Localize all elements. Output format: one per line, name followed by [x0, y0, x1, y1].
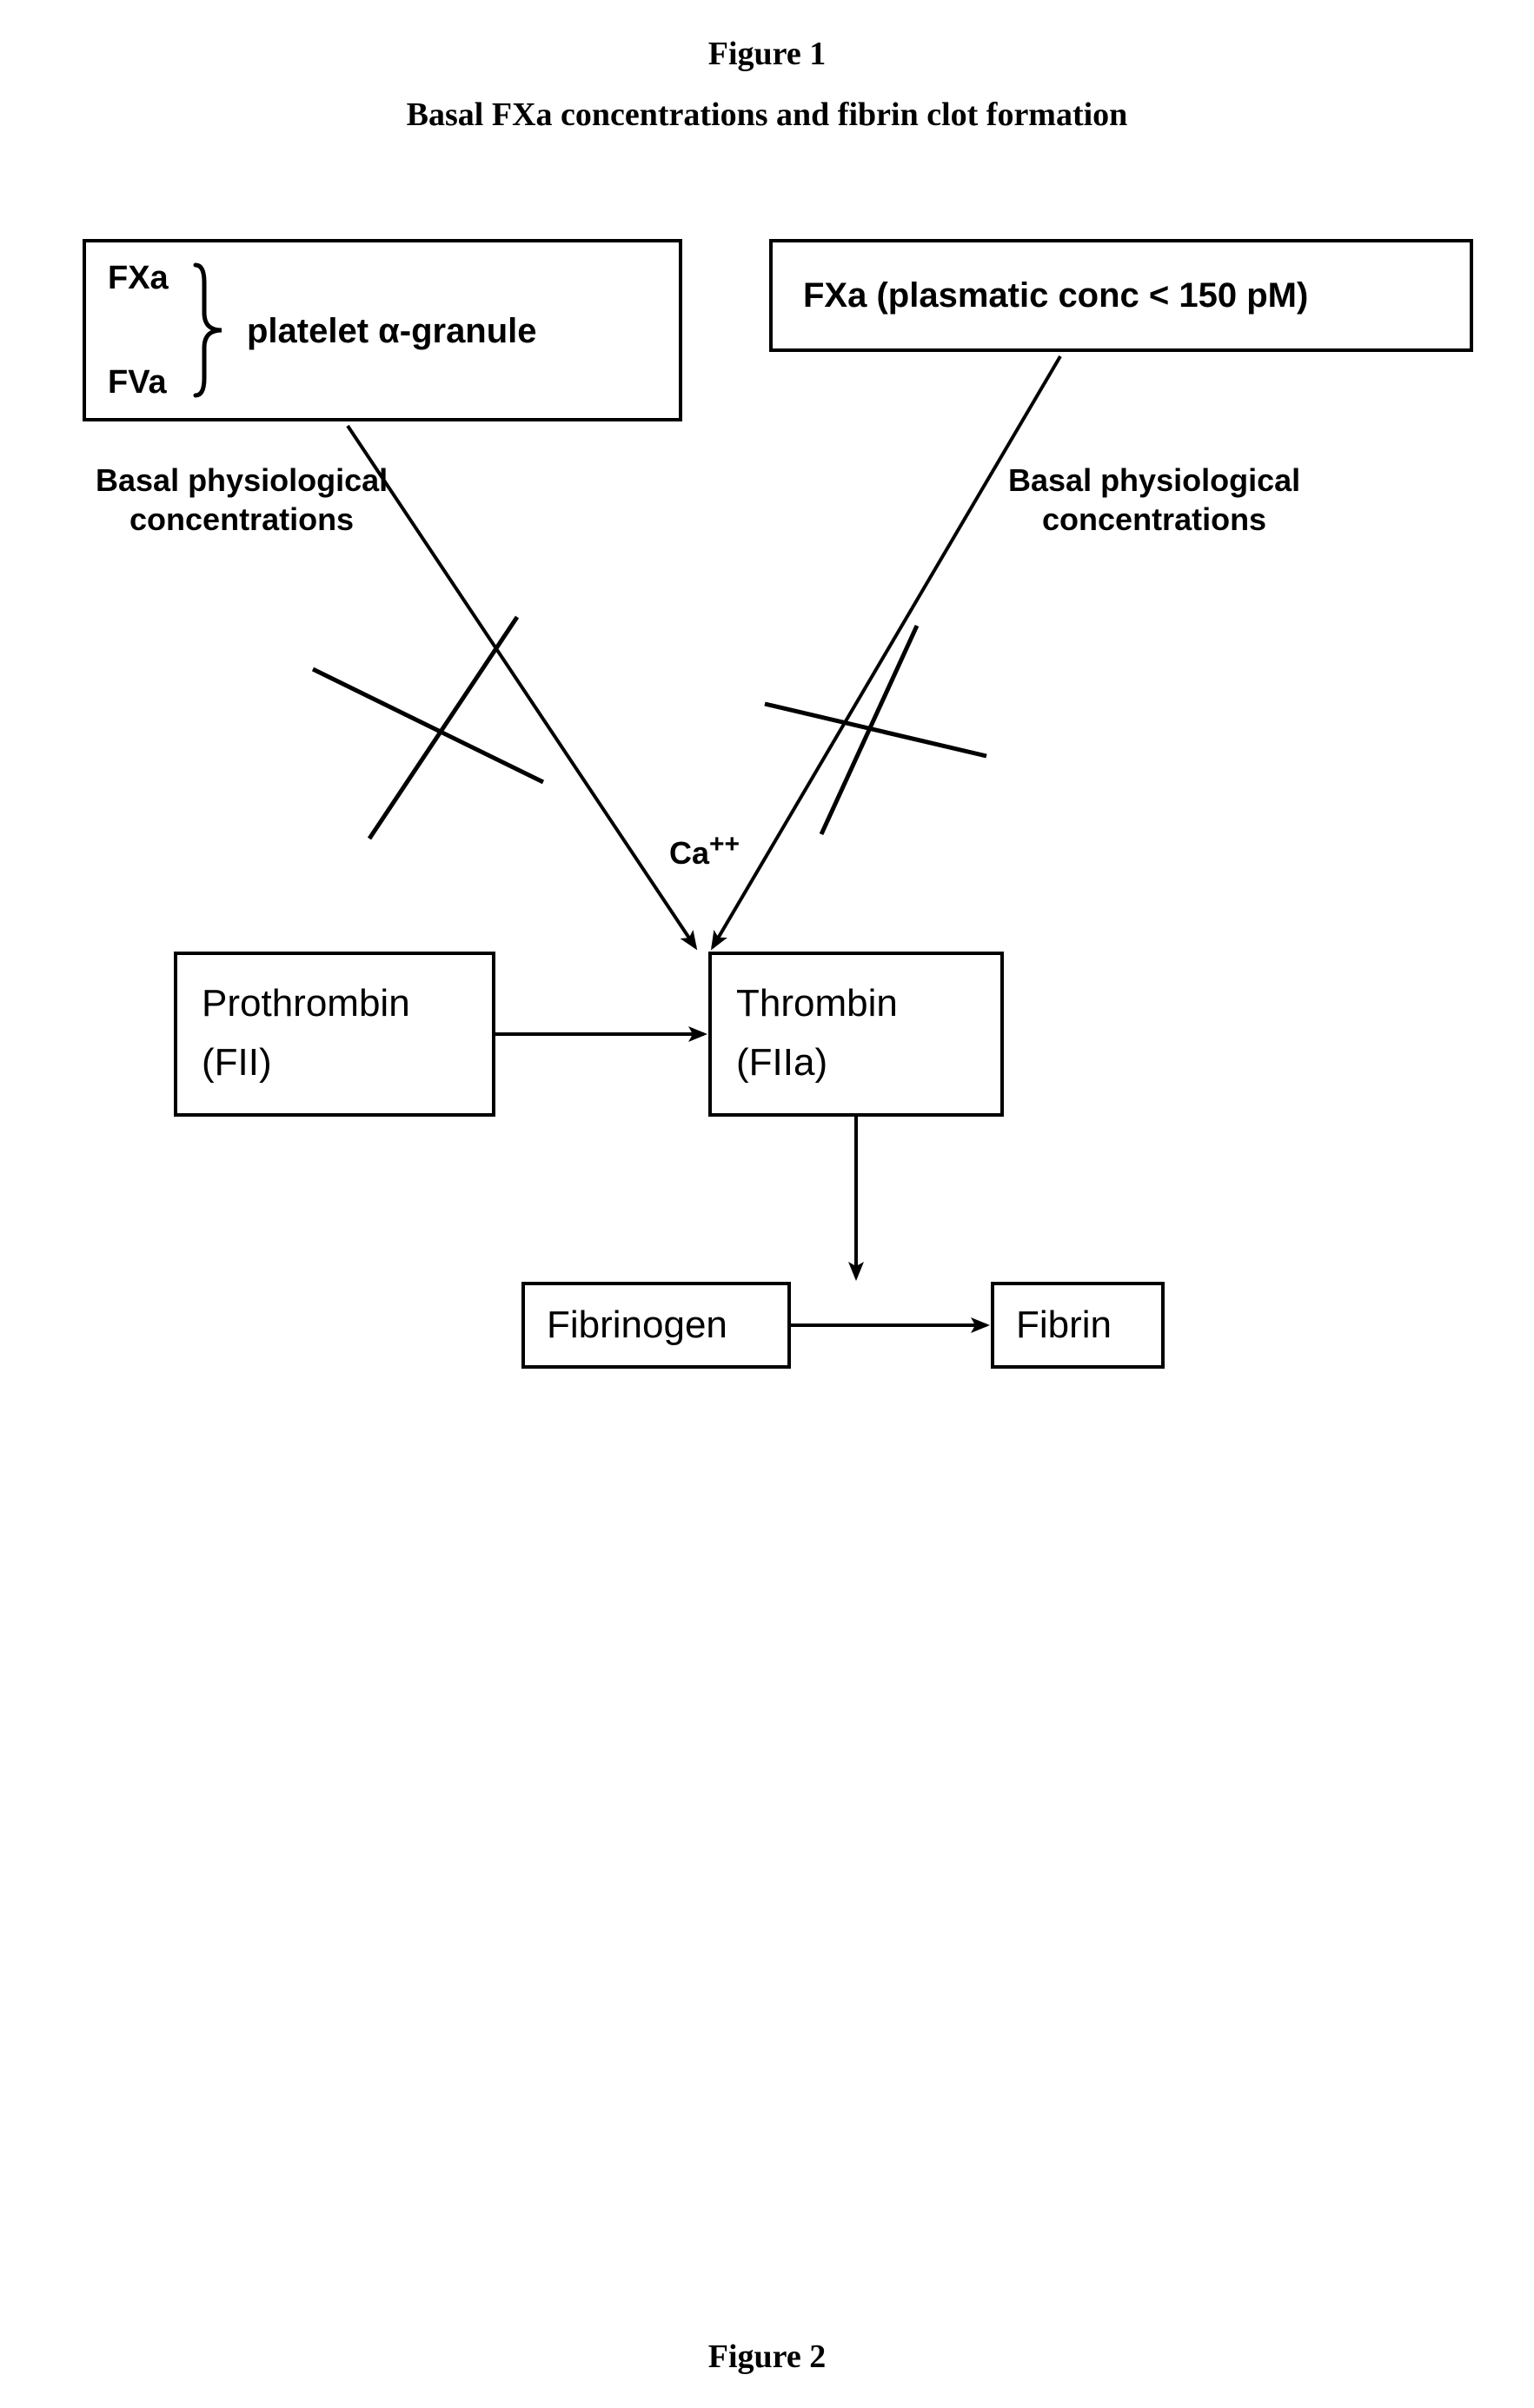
- calcium-label: Ca++: [669, 830, 740, 872]
- prothrombin-box: Prothrombin (FII): [174, 952, 495, 1117]
- basal-left-line-1: Basal physiological: [96, 461, 388, 500]
- fibrinogen-text: Fibrinogen: [547, 1304, 727, 1347]
- thrombin-box: Thrombin (FIIa): [708, 952, 1004, 1117]
- prothrombin-line-1: Prothrombin: [202, 974, 468, 1033]
- platelet-granule-box: FXa FVa platelet α-granule: [83, 239, 682, 421]
- calcium-sup: ++: [709, 830, 740, 859]
- platelet-fxa-label: FXa: [108, 260, 169, 297]
- fibrin-text: Fibrin: [1016, 1304, 1112, 1347]
- calcium-text: Ca: [669, 835, 709, 871]
- arrow-platelet-to-thrombin: [348, 426, 695, 947]
- plasma-fxa-text: FXa (plasmatic conc < 150 pM): [803, 276, 1308, 315]
- figure-1-subtitle: Basal FXa concentrations and fibrin clot…: [0, 96, 1534, 134]
- platelet-fva-label: FVa: [108, 364, 167, 401]
- page: Figure 1 Basal FXa concentrations and fi…: [0, 0, 1534, 2408]
- plasma-fxa-box: FXa (plasmatic conc < 150 pM): [769, 239, 1473, 352]
- fibrin-box: Fibrin: [991, 1282, 1165, 1369]
- platelet-alpha-granule-label: platelet α-granule: [247, 312, 537, 351]
- thrombin-line-1: Thrombin: [736, 974, 976, 1033]
- basal-right-line-2: concentrations: [1008, 500, 1300, 539]
- figure-2-heading: Figure 2: [0, 2338, 1534, 2376]
- fibrinogen-box: Fibrinogen: [521, 1282, 791, 1369]
- cross-left-icon: [313, 617, 543, 839]
- arrow-plasma-to-thrombin: [713, 356, 1060, 947]
- basal-left-label: Basal physiological concentrations: [96, 461, 388, 539]
- basal-right-label: Basal physiological concentrations: [1008, 461, 1300, 539]
- prothrombin-line-2: (FII): [202, 1033, 468, 1092]
- basal-left-line-2: concentrations: [96, 500, 388, 539]
- cross-right-icon: [765, 626, 986, 834]
- basal-right-line-1: Basal physiological: [1008, 461, 1300, 500]
- figure-1-heading: Figure 1: [0, 35, 1534, 73]
- thrombin-line-2: (FIIa): [736, 1033, 976, 1092]
